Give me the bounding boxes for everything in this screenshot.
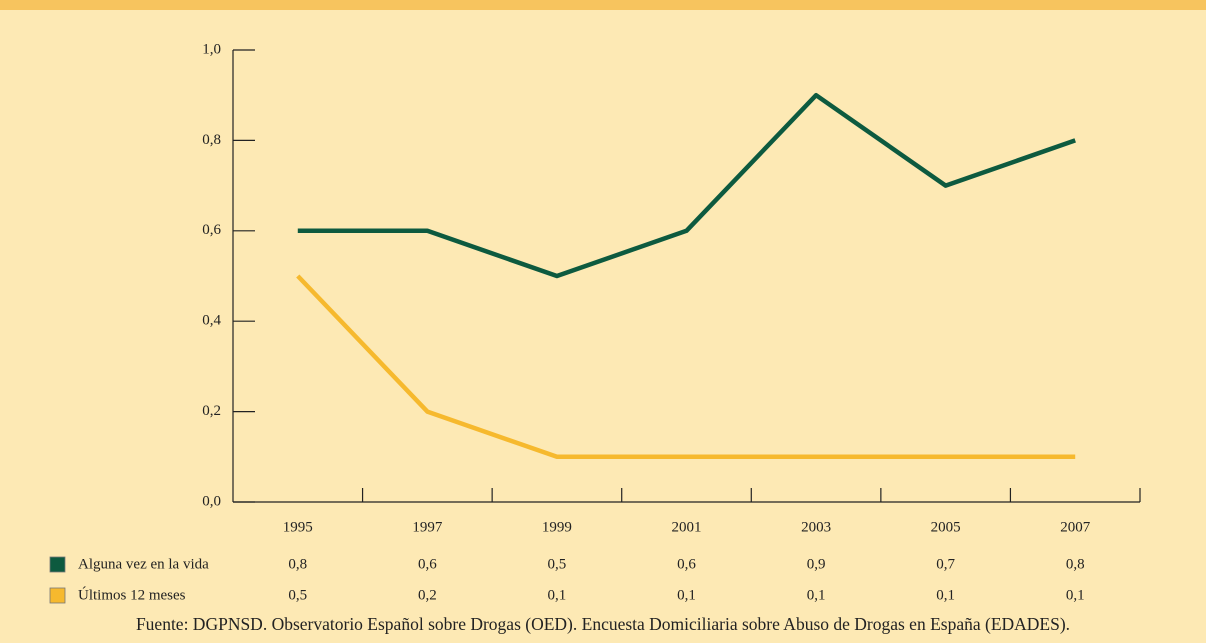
x-tick-label: 2007 [1060,519,1091,535]
x-tick-label: 1997 [412,519,443,535]
y-tick-label: 0,2 [202,403,221,419]
legend-swatch [49,556,66,573]
y-tick-label: 1,0 [202,41,221,57]
x-tick-label: 1999 [542,519,572,535]
y-tick-label: 0,6 [202,222,221,238]
table-cell: 0,8 [288,556,307,572]
legend-label: Alguna vez en la vida [78,556,209,572]
x-tick-label: 1995 [283,519,313,535]
y-tick-label: 0,4 [202,313,221,329]
source: Fuente: DGPNSD. Observatorio Español sob… [136,614,1070,634]
legend-label: Últimos 12 meses [78,586,186,603]
table-cell: 0,1 [1066,587,1085,603]
top-band [0,0,1206,10]
table-cell: 0,2 [418,587,437,603]
y-tick-label: 0,8 [202,132,221,148]
table-cell: 0,1 [548,587,567,603]
table-cell: 0,9 [807,556,826,572]
table-cell: 0,6 [677,556,696,572]
x-tick-label: 2003 [801,519,831,535]
legend-swatch [49,587,66,604]
x-tick-label: 2001 [672,519,702,535]
x-tick-label: 2005 [931,519,961,535]
table-cell: 0,1 [807,587,826,603]
table-cell: 0,1 [677,587,696,603]
table-cell: 0,8 [1066,556,1085,572]
table-cell: 0,5 [288,587,307,603]
table-cell: 0,7 [936,556,955,572]
table-cell: 0,6 [418,556,437,572]
table-cell: 0,1 [936,587,955,603]
line-series [297,92,1076,279]
y-tick-label: 0,0 [202,493,221,509]
table-cell: 0,5 [548,556,567,572]
line-series [296,274,1076,460]
